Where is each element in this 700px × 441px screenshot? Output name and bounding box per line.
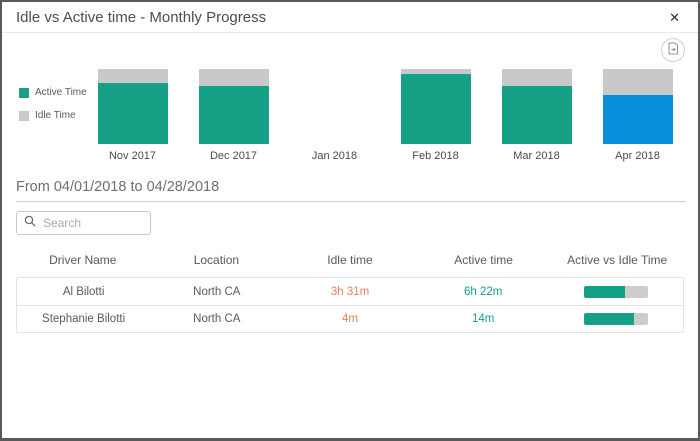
legend-label: Active Time — [35, 87, 87, 98]
chart-slot-apr-2018: Apr 2018 — [587, 69, 688, 162]
modal-header: Idle vs Active time - Monthly Progress ✕ — [2, 2, 698, 33]
export-report-button[interactable] — [661, 38, 685, 62]
search-input[interactable] — [43, 216, 143, 230]
ratio-cell — [550, 285, 683, 298]
chart-slot-dec-2017: Dec 2017 — [183, 69, 284, 162]
idle-segment — [198, 69, 269, 87]
driver-name-cell: Stephanie Bilotti — [42, 313, 126, 325]
search-row — [16, 211, 684, 235]
close-icon[interactable]: ✕ — [665, 9, 684, 26]
chart-slot-mar-2018: Mar 2018 — [486, 69, 587, 162]
table-row[interactable]: Al Bilotti North CA 3h 31m 6h 22m — [17, 278, 683, 305]
idle-time-swatch-icon — [19, 110, 29, 121]
legend-item-active-time: Active Time — [19, 87, 87, 98]
active-segment — [501, 85, 572, 144]
drivers-table: Driver Name Location Idle time Active ti… — [16, 243, 684, 333]
bar-feb-2018[interactable] — [400, 69, 471, 144]
search-icon — [24, 214, 36, 232]
location-cell: North CA — [193, 313, 241, 325]
date-range-label: From 04/01/2018 to 04/28/2018 — [16, 179, 686, 202]
ratio-cell — [550, 313, 683, 325]
bar-chart: Nov 2017 Dec 2017 Jan 2018 — [82, 69, 688, 162]
idle-segment — [400, 69, 471, 75]
month-label: Feb 2018 — [412, 150, 459, 162]
chart-slot-nov-2017: Nov 2017 — [82, 69, 183, 162]
bar-dec-2017[interactable] — [198, 69, 269, 144]
idle-time-cell: 4m — [342, 313, 358, 325]
active-time-swatch-icon — [19, 87, 29, 98]
chart-slot-jan-2018: Jan 2018 — [284, 69, 385, 162]
active-segment — [602, 94, 673, 144]
chart-slot-feb-2018: Feb 2018 — [385, 69, 486, 162]
month-label: Jan 2018 — [311, 150, 358, 162]
bar-nov-2017[interactable] — [97, 69, 168, 144]
month-label: Apr 2018 — [615, 150, 660, 162]
idle-time-cell: 3h 31m — [330, 285, 370, 298]
export-document-icon — [667, 42, 679, 58]
location-cell: North CA — [193, 285, 241, 298]
chart-legend: Active Time Idle Time — [19, 87, 87, 133]
table-row[interactable]: Stephanie Bilotti North CA 4m 14m — [17, 305, 683, 332]
active-vs-idle-bar — [584, 313, 649, 325]
col-header-location: Location — [193, 253, 240, 267]
active-vs-idle-bar — [584, 285, 649, 298]
active-segment — [198, 86, 269, 144]
table-header-row: Driver Name Location Idle time Active ti… — [16, 243, 684, 277]
month-label: Mar 2018 — [513, 150, 560, 162]
bar-apr-2018-selected[interactable] — [602, 69, 673, 144]
active-time-cell: 14m — [472, 313, 495, 325]
active-time-cell: 6h 22m — [464, 285, 503, 298]
month-label: Nov 2017 — [108, 150, 157, 162]
col-header-driver-name: Driver Name — [49, 253, 117, 267]
modal-title: Idle vs Active time - Monthly Progress — [16, 8, 267, 26]
col-header-active-vs-idle: Active vs Idle Time — [567, 253, 668, 267]
bar-jan-2018[interactable] — [300, 69, 370, 144]
idle-segment — [97, 69, 168, 84]
table-body: Al Bilotti North CA 3h 31m 6h 22m Stepha… — [16, 277, 684, 333]
driver-name-cell: Al Bilotti — [62, 285, 105, 298]
idle-segment — [501, 69, 572, 86]
active-fill — [584, 313, 635, 325]
legend-label: Idle Time — [35, 110, 76, 121]
col-header-active-time: Active time — [454, 253, 513, 267]
bar-mar-2018[interactable] — [501, 69, 572, 144]
month-label: Dec 2017 — [209, 150, 258, 162]
legend-item-idle-time: Idle Time — [19, 110, 87, 121]
monthly-progress-chart: Active Time Idle Time Nov 2017 Dec — [2, 69, 698, 162]
idle-segment — [602, 69, 673, 95]
active-segment — [97, 83, 168, 144]
col-header-idle-time: Idle time — [327, 253, 373, 267]
search-box — [16, 211, 151, 235]
active-fill — [584, 285, 626, 298]
active-segment — [400, 74, 471, 144]
